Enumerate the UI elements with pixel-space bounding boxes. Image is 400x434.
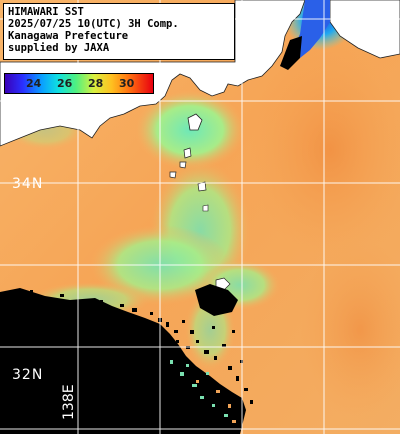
bay-water (292, 0, 330, 58)
colorbar-tick-26: 26 (57, 77, 73, 90)
colorbar-tick-28: 28 (88, 77, 104, 90)
product-title: HIMAWARI SST (8, 6, 84, 18)
lon-label-138e: 138E (61, 384, 77, 420)
region-name: Kanagawa Prefecture (8, 30, 129, 42)
data-credit: supplied by JAXA (8, 42, 110, 54)
colorbar-tick-30: 30 (119, 77, 135, 90)
lat-label-32n: 32N (12, 367, 44, 383)
no-data-region (0, 288, 246, 434)
land-boso (329, 0, 400, 59)
map-info-box: HIMAWARI SST 2025/07/25 10(UTC) 3H Comp.… (3, 3, 235, 60)
colorbar-tick-24: 24 (26, 77, 42, 90)
lat-label-34n: 34N (12, 176, 44, 192)
observation-time: 2025/07/25 10(UTC) 3H Comp. (8, 18, 179, 30)
island-oshima (187, 113, 203, 131)
sst-colorbar: 24 26 28 30 (4, 73, 154, 94)
